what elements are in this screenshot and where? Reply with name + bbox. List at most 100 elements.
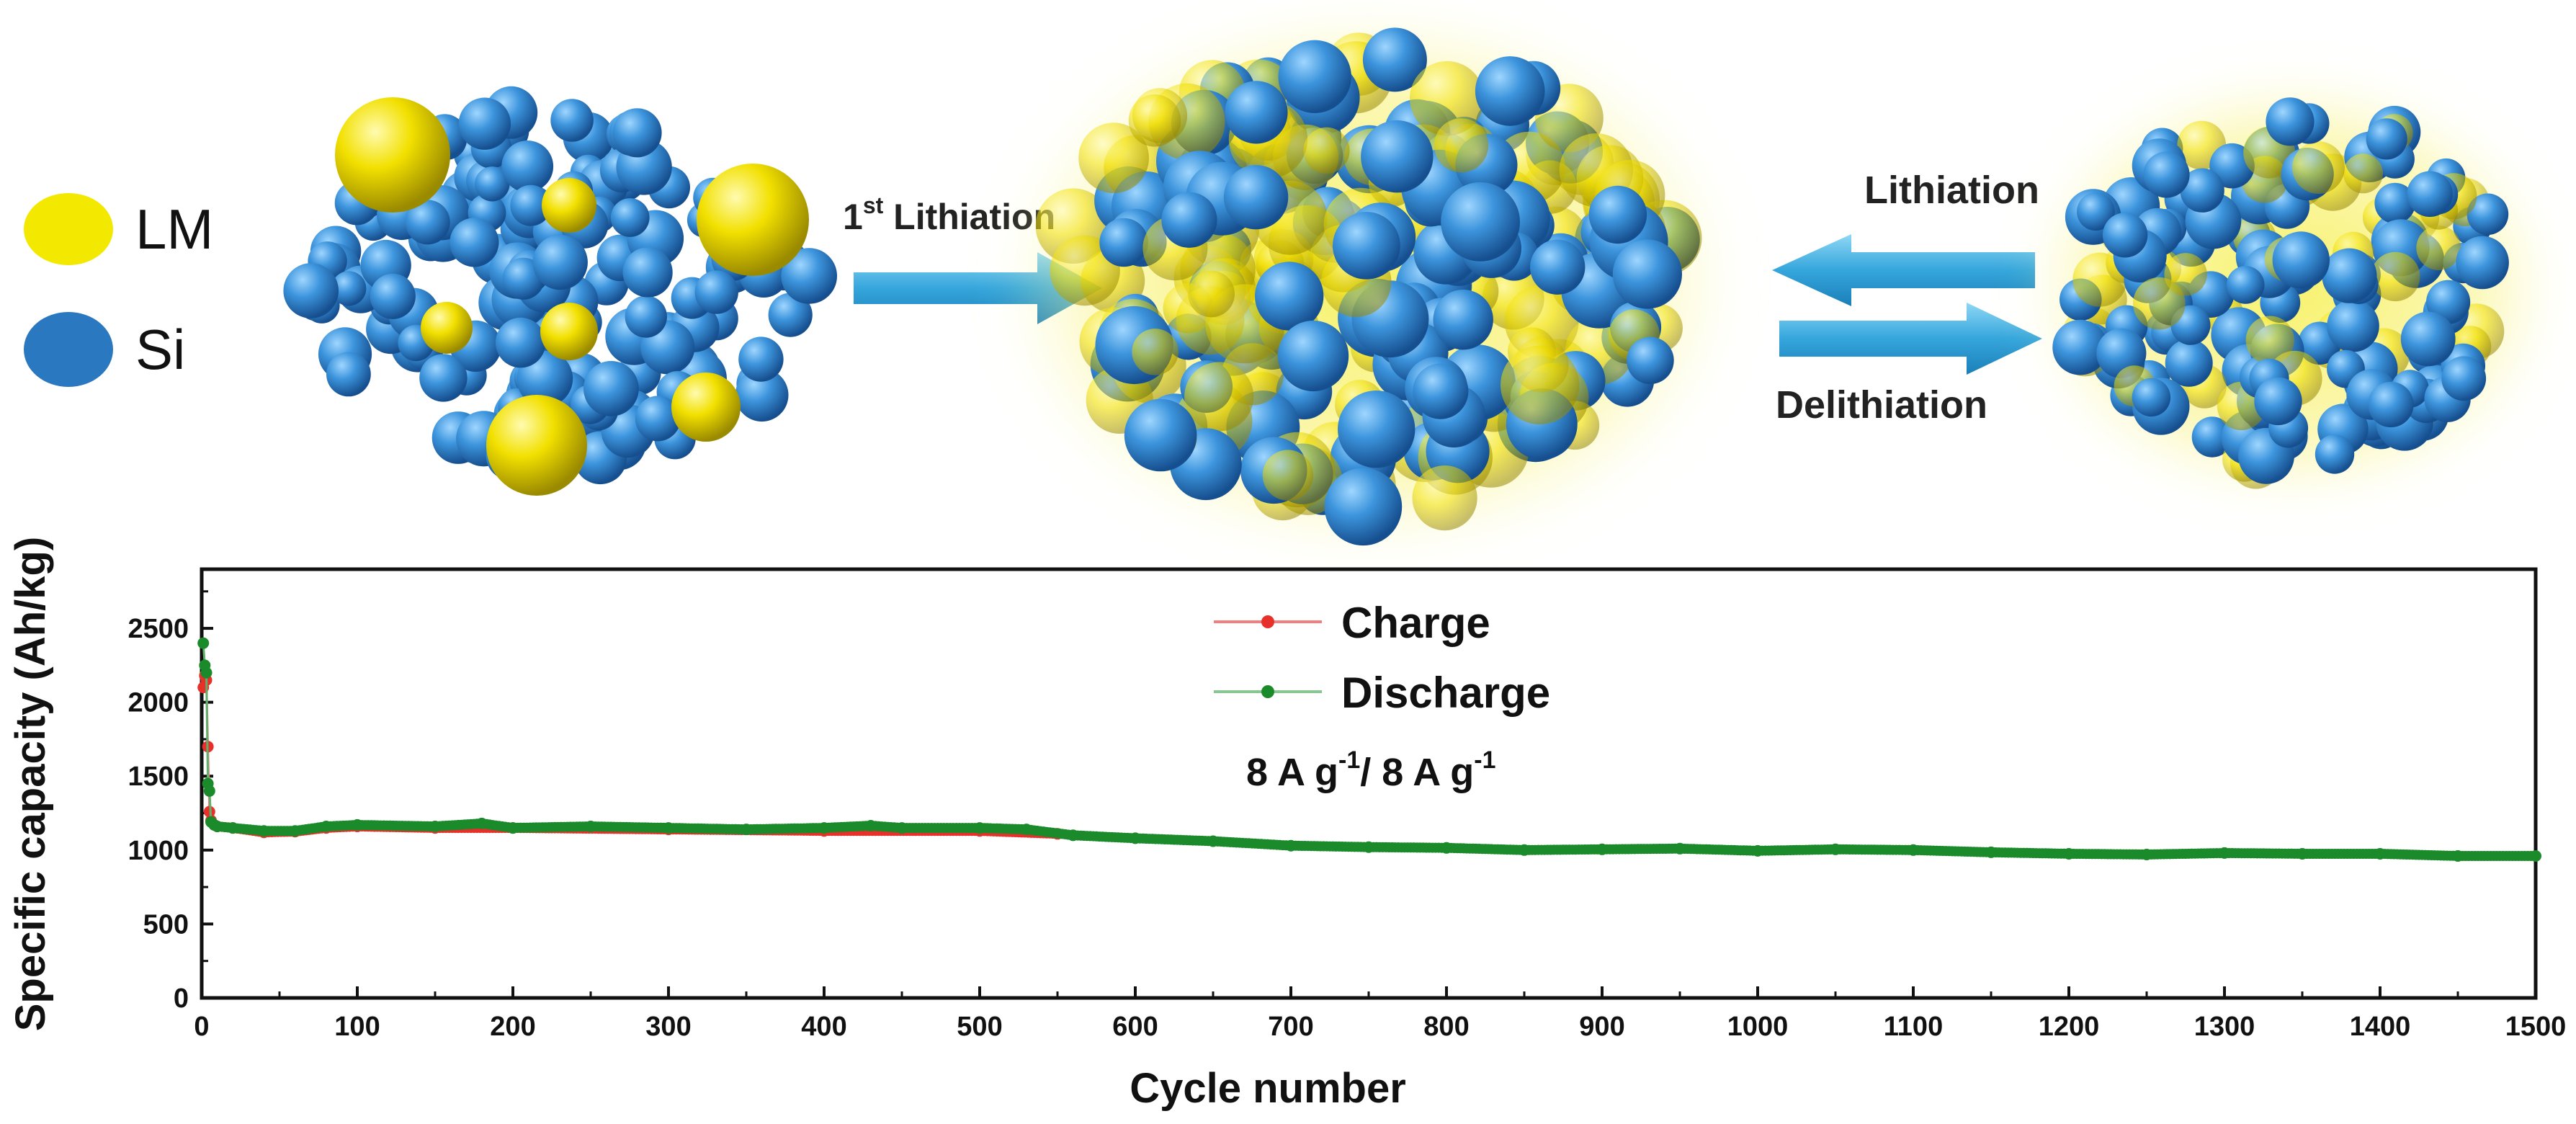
- si-particle: [2209, 143, 2255, 189]
- x-tick-label: 200: [490, 1012, 535, 1042]
- si-particle: [583, 361, 639, 416]
- si-particle: [1124, 398, 1197, 472]
- x-tick-label: 800: [1423, 1012, 1469, 1042]
- si-particle: [2143, 151, 2190, 198]
- lm-particle: [335, 97, 450, 213]
- si-particle: [2426, 280, 2471, 324]
- si-particle: [1361, 120, 1434, 193]
- data-point: [320, 821, 332, 832]
- si-particle: [495, 317, 546, 368]
- si-particle: [1278, 320, 1349, 392]
- si-particle: [2132, 378, 2171, 417]
- y-tick-label: 500: [143, 909, 189, 940]
- si-particle: [2327, 300, 2379, 352]
- data-point: [1285, 839, 1297, 852]
- x-tick-label: 1400: [2350, 1012, 2411, 1042]
- si-particle: [1413, 363, 1469, 419]
- data-point: [200, 666, 213, 679]
- lm-particle: [486, 395, 587, 496]
- data-point: [429, 821, 441, 832]
- si-particle: [2102, 213, 2148, 258]
- si-particle: [2191, 416, 2233, 458]
- data-point: [1752, 844, 1763, 857]
- si-particle: [1161, 192, 1217, 248]
- si-particle: [532, 234, 588, 290]
- lm-particle: [2292, 141, 2345, 194]
- data-point: [1596, 843, 1608, 855]
- si-particle: [1225, 81, 1288, 144]
- x-tick-label: 1100: [1884, 1012, 1943, 1042]
- data-point: [2452, 850, 2464, 862]
- si-particle: [510, 184, 552, 226]
- si-particle: [625, 295, 667, 338]
- plot-frame: [200, 567, 2538, 1000]
- si-particle: [2077, 192, 2115, 231]
- x-tick-label: 1200: [2039, 1012, 2100, 1042]
- si-particle: [419, 354, 468, 402]
- si-particle: [2366, 118, 2407, 160]
- si-particle: [781, 248, 837, 304]
- lm-particle: [1132, 329, 1179, 375]
- si-particle: [2322, 248, 2377, 303]
- lm-particle: [1303, 127, 1350, 174]
- si-particle: [2467, 193, 2509, 236]
- si-particle: [694, 270, 738, 314]
- lm-particle: [540, 303, 598, 360]
- y-tick-label: 1500: [128, 762, 189, 792]
- series-layer: [197, 637, 2541, 862]
- x-tick-label: 600: [1112, 1012, 1158, 1042]
- si-particle: [550, 99, 594, 142]
- si-particle: [2272, 231, 2330, 289]
- si-particle: [2456, 236, 2509, 290]
- x-tick-label: 300: [645, 1012, 691, 1042]
- chart-legend: Charge Discharge: [1214, 599, 1550, 717]
- y-tick-label: 2000: [128, 688, 189, 718]
- lm-particle: [1188, 270, 1235, 318]
- schematic: LM Si 1st Lithiation Lithiation Delithia…: [24, 4, 2559, 558]
- data-point: [475, 817, 488, 829]
- si-particle: [458, 97, 511, 150]
- si-particle: [283, 263, 339, 318]
- delithiation-label: Delithiation: [1776, 383, 1987, 427]
- x-tick-label: 1000: [1727, 1012, 1789, 1042]
- si-particle: [2374, 182, 2415, 224]
- capacity-chart: 0 100 200 300 400 500 600 700 800 900 1000 1100 1200…: [7, 537, 2566, 1112]
- series-discharge: [197, 637, 2541, 862]
- data-point: [1674, 842, 1686, 855]
- data-point: [896, 822, 908, 834]
- si-particle: [1223, 165, 1289, 230]
- lm-particle: [1262, 450, 1314, 501]
- lithiation-label: Lithiation: [1864, 169, 2039, 212]
- data-point: [1519, 844, 1530, 856]
- si-particle: [326, 352, 371, 397]
- x-tick-label: 100: [334, 1012, 380, 1042]
- lm-particle: [2245, 316, 2294, 365]
- data-point: [1130, 832, 1141, 844]
- lm-particle: [2133, 277, 2186, 330]
- si-particle: [1324, 468, 1403, 546]
- lm-legend-label: LM: [135, 197, 213, 261]
- si-particle: [2226, 266, 2265, 304]
- lm-particle: [2416, 226, 2461, 270]
- si-particle: [475, 166, 510, 202]
- si-particle: [1338, 391, 1416, 468]
- si-particle: [2180, 168, 2224, 213]
- x-tick-label: 1500: [2505, 1012, 2567, 1042]
- si-particle: [1333, 212, 1400, 280]
- si-legend-swatch: [24, 312, 113, 387]
- si-particle: [1433, 290, 1493, 350]
- si-particle: [405, 200, 450, 245]
- legend-charge-label: Charge: [1341, 599, 1490, 647]
- si-particle: [1627, 336, 1674, 385]
- si-particle: [450, 218, 499, 267]
- data-point: [974, 822, 985, 834]
- lm-particle: [2343, 153, 2383, 194]
- si-particle: [610, 198, 650, 237]
- data-point: [211, 821, 223, 832]
- legend-discharge-marker: [1261, 685, 1274, 698]
- lm-legend-swatch: [24, 193, 113, 265]
- y-tick-label: 2500: [128, 614, 189, 644]
- data-point: [2063, 848, 2075, 860]
